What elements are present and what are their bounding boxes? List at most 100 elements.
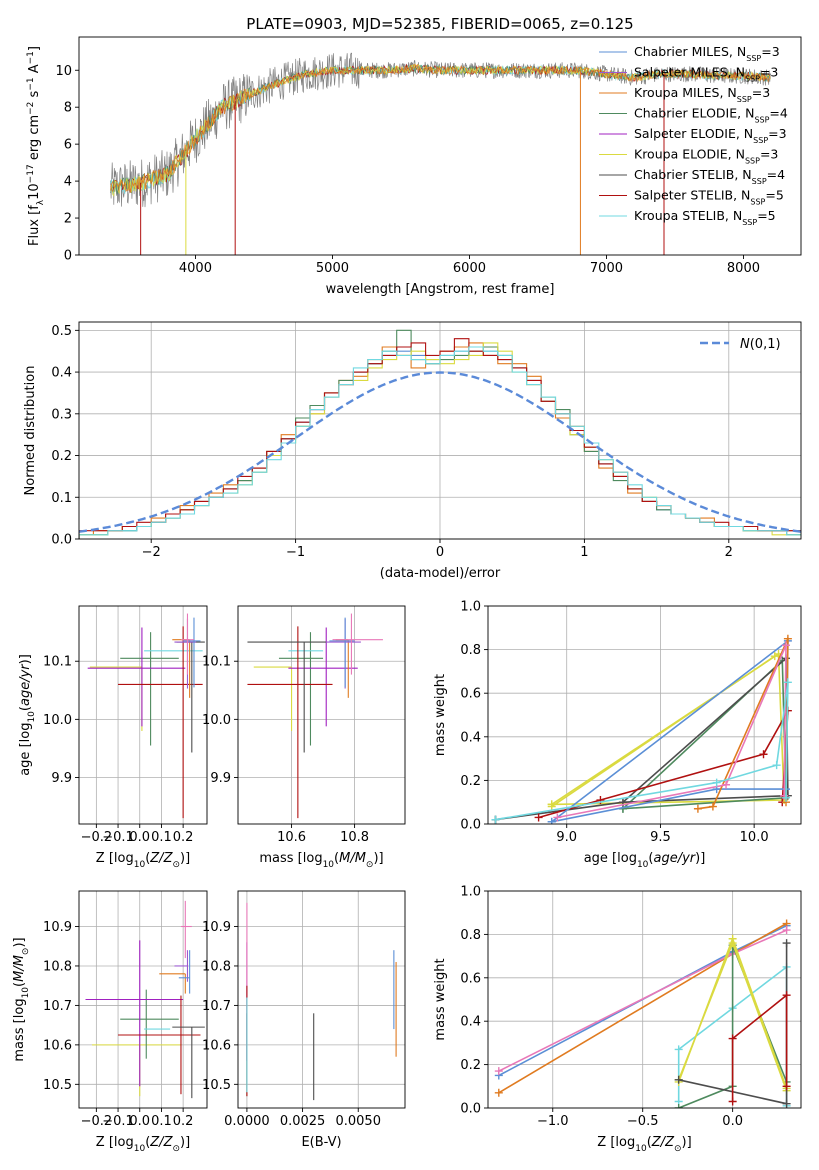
y-axis-label: age [log10(age/yr)]	[18, 654, 37, 776]
plus-marker	[782, 991, 791, 1000]
label-part: Z [	[96, 851, 114, 866]
y-tick-label: 0.6	[460, 687, 481, 702]
plus-marker	[728, 1034, 737, 1043]
plus-marker	[534, 813, 543, 822]
x-axis-label: mass [log10(M/M⊙)]	[259, 851, 383, 870]
label-part: Kroupa MILES, N	[634, 85, 737, 100]
plot-area	[85, 900, 205, 1099]
plus-marker	[728, 939, 737, 948]
label-part: 10	[134, 860, 146, 870]
label-part: Chabrier ELODIE, N	[634, 106, 754, 121]
panel-mass_weight_vs_Z: −1.0 −0.5 0.0 0.0 0.2 0.4 0.6 0.8 1.0 Z [log10(Z/…	[433, 885, 802, 1154]
label-part: mass weight	[433, 958, 448, 1040]
label-part: (	[145, 1135, 150, 1150]
label-part: (data-model)/error	[380, 566, 501, 581]
label-part: =3	[760, 147, 778, 162]
label-part: Chabrier STELIB, N	[634, 167, 752, 182]
plus-marker	[783, 678, 792, 687]
label-part: ]	[687, 1135, 692, 1150]
label-part: Z/Z	[651, 1135, 675, 1150]
y-tick-label: 10.7	[202, 999, 231, 1014]
label-part: Chabrier MILES, N	[634, 44, 746, 59]
model-spectrum-line	[110, 63, 771, 193]
plus-marker	[712, 778, 721, 787]
axes-frame	[237, 890, 406, 1109]
label-part: Salpeter ELODIE, N	[634, 126, 753, 141]
plus-marker	[783, 634, 792, 643]
x-tick-label: 4000	[179, 261, 212, 276]
label-part: mass [	[259, 851, 302, 866]
label-part: (	[334, 851, 339, 866]
weight-line-salpeter-stelib	[731, 993, 788, 1102]
x-axis-label: E(B-V)	[301, 1135, 341, 1150]
label-part: ]	[18, 654, 33, 659]
label-part: ⊙	[172, 1144, 180, 1154]
x-tick-label: 0.1	[151, 1114, 172, 1129]
y-tick-label: 9.9	[51, 771, 72, 786]
label-part: 10	[637, 860, 649, 870]
label-part: SSP	[745, 74, 760, 83]
x-tick-label: −1	[286, 545, 305, 560]
legend-label: Salpeter ELODIE, NSSP=3	[634, 126, 787, 145]
label-part: wavelength [Angstrom, rest frame]	[326, 282, 555, 297]
y-axis-label: mass weight	[433, 674, 448, 756]
y-tick-label: 0.8	[460, 643, 481, 658]
x-tick-label: 10.6	[277, 830, 306, 845]
label-part: Flux [f	[27, 205, 42, 246]
residual-legend: N(0,1)	[700, 337, 781, 352]
y-tick-label: 1.0	[460, 885, 481, 900]
plus-marker	[782, 939, 791, 948]
label-part: Z [	[597, 1135, 615, 1150]
panel-spectrum: 4000 5000 6000 7000 8000 0 2 4 6 8 10 Chabrier MILE…	[26, 36, 802, 297]
axes-frame	[78, 890, 208, 1109]
plus-marker	[782, 1099, 791, 1108]
x-axis-label: age [log10(age/yr)]	[584, 851, 706, 870]
label-part: (0,1)	[750, 337, 781, 352]
axes-frame	[487, 890, 802, 1109]
label-part: (	[12, 982, 27, 987]
normal-distribution-curve	[79, 371, 801, 533]
x-tick-label: 0.0050	[335, 1114, 381, 1129]
y-tick-label: 0.4	[460, 1015, 481, 1030]
y-tick-label: 10.1	[43, 655, 72, 670]
plus-marker	[782, 926, 791, 935]
label-part: =3	[768, 126, 786, 141]
y-tick-label: 10.6	[202, 1038, 231, 1053]
label-part: (	[145, 851, 150, 866]
axes-frame	[78, 605, 208, 825]
y-tick-label: 6	[64, 138, 72, 153]
label-part: −17	[26, 164, 36, 183]
plot-area	[79, 329, 801, 539]
y-tick-label: 10.0	[202, 713, 231, 728]
label-part: Salpeter STELIB, N	[634, 188, 750, 203]
x-tick-label: 10.8	[340, 830, 369, 845]
x-tick-label: 2	[725, 545, 733, 560]
y-tick-label: 0.2	[51, 449, 72, 464]
plus-marker	[770, 652, 779, 661]
x-tick-label: 0.0	[129, 830, 150, 845]
axes-frame	[487, 605, 802, 825]
label-part: log	[114, 851, 134, 866]
weight-line-pink	[557, 644, 787, 819]
weight-line-kroupa-elodie-b	[551, 655, 776, 808]
label-part: Normed distribution	[23, 366, 38, 496]
x-tick-label: 9.5	[650, 830, 671, 845]
x-tick-label: −0.2	[81, 1114, 113, 1129]
label-part: mass weight	[433, 674, 448, 756]
x-tick-label: 0.1	[151, 830, 172, 845]
x-tick-label: 6000	[453, 261, 486, 276]
label-part: SSP	[746, 54, 761, 63]
axes-frame	[78, 36, 802, 256]
x-axis-label: Z [log10(Z/Z⊙)]	[96, 851, 190, 870]
label-part: )	[18, 659, 33, 664]
y-tick-label: 0.4	[460, 730, 481, 745]
label-part: s	[27, 90, 42, 101]
x-tick-label: −0.1	[102, 1114, 134, 1129]
label-part: age [	[18, 742, 33, 775]
label-part: M/M	[12, 955, 27, 982]
plus-marker	[553, 813, 562, 822]
plus-marker	[547, 802, 556, 811]
plus-marker	[547, 817, 556, 824]
plus-marker	[674, 1045, 683, 1054]
label-part: ⊙	[366, 860, 374, 870]
